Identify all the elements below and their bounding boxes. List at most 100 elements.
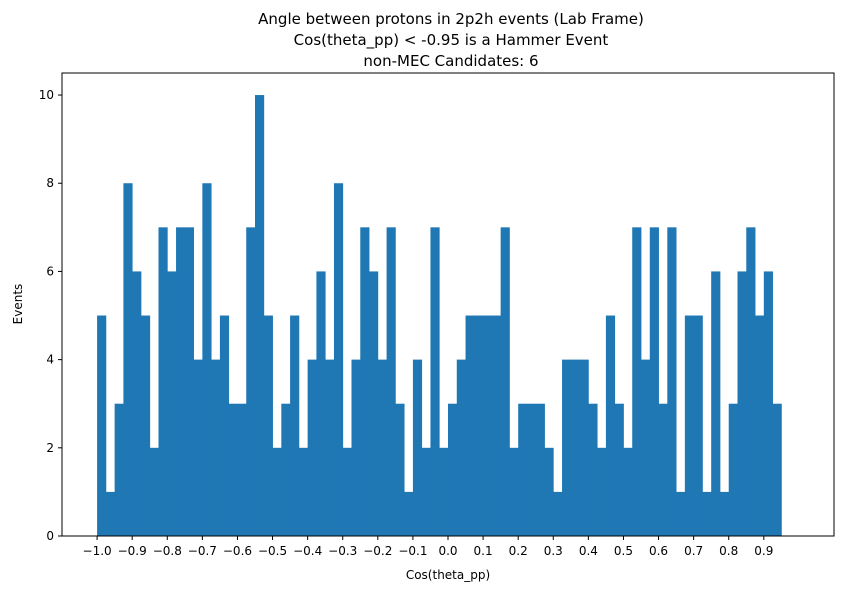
histogram-bar bbox=[184, 227, 194, 537]
histogram-bar bbox=[132, 271, 142, 536]
histogram-bar bbox=[483, 315, 493, 536]
bars bbox=[97, 95, 782, 537]
histogram-bar bbox=[448, 403, 458, 536]
histogram-bar bbox=[167, 271, 177, 536]
histogram-bar bbox=[755, 315, 765, 536]
x-tick-label: −0.7 bbox=[188, 544, 217, 558]
histogram-bar bbox=[377, 359, 387, 536]
x-tick-label: 0.2 bbox=[509, 544, 528, 558]
title-line-2: Cos(theta_pp) < -0.95 is a Hammer Event bbox=[294, 31, 609, 50]
chart-title: Angle between protons in 2p2h events (La… bbox=[258, 10, 644, 70]
histogram-bar bbox=[325, 359, 335, 536]
x-tick-label: −0.8 bbox=[153, 544, 182, 558]
histogram-bar bbox=[605, 315, 616, 536]
histogram-bar bbox=[193, 359, 203, 536]
histogram-bar bbox=[465, 315, 475, 536]
histogram-bar bbox=[439, 447, 449, 536]
histogram-bar bbox=[176, 227, 186, 537]
histogram-bar bbox=[202, 183, 212, 536]
x-tick-label: 0.7 bbox=[684, 544, 703, 558]
histogram-bar bbox=[553, 491, 563, 536]
histogram-bar bbox=[360, 227, 370, 537]
histogram-bar bbox=[263, 315, 273, 536]
histogram-bar bbox=[404, 491, 414, 536]
y-tick-label: 0 bbox=[46, 529, 54, 543]
histogram-bar bbox=[649, 227, 659, 537]
x-tick-label: 0.9 bbox=[754, 544, 773, 558]
histogram-bar bbox=[693, 315, 703, 536]
histogram-bar bbox=[535, 403, 545, 536]
histogram-bar bbox=[562, 359, 572, 536]
histogram-bar bbox=[500, 227, 510, 537]
y-axis-ticks: 0 2 4 6 8 10 bbox=[39, 88, 62, 543]
y-tick-label: 4 bbox=[46, 353, 54, 367]
histogram-bar bbox=[641, 359, 651, 536]
histogram-bar bbox=[623, 447, 633, 536]
title-line-1: Angle between protons in 2p2h events (La… bbox=[258, 10, 644, 28]
x-tick-label: −0.9 bbox=[118, 544, 147, 558]
histogram-bar bbox=[474, 315, 484, 536]
x-tick-label: 0.4 bbox=[579, 544, 598, 558]
histogram-bar bbox=[105, 491, 116, 536]
histogram-bar bbox=[97, 315, 107, 536]
histogram-bar bbox=[658, 403, 668, 536]
histogram-bar bbox=[342, 447, 352, 536]
histogram-bar bbox=[597, 447, 607, 536]
x-tick-label: −0.3 bbox=[328, 544, 357, 558]
histogram-bar bbox=[290, 315, 300, 536]
y-tick-label: 10 bbox=[39, 88, 54, 102]
x-tick-label: 0.5 bbox=[614, 544, 633, 558]
histogram-bar bbox=[491, 315, 502, 536]
histogram-bar bbox=[237, 403, 247, 536]
histogram-bar bbox=[509, 447, 519, 536]
histogram-bar bbox=[719, 491, 730, 536]
histogram-bar bbox=[211, 359, 221, 536]
x-axis-label: Cos(theta_pp) bbox=[406, 568, 490, 582]
histogram-bar bbox=[728, 403, 738, 536]
histogram-bar bbox=[351, 359, 361, 536]
histogram-bar bbox=[456, 359, 466, 536]
x-tick-label: 0.0 bbox=[438, 544, 457, 558]
histogram-bar bbox=[158, 227, 168, 537]
histogram-bar bbox=[667, 227, 677, 537]
title-line-3: non-MEC Candidates: 6 bbox=[363, 52, 538, 70]
histogram-bar bbox=[588, 403, 598, 536]
histogram-bar bbox=[684, 315, 695, 536]
histogram-bar bbox=[412, 359, 423, 536]
histogram-bar bbox=[369, 271, 379, 536]
histogram-bar bbox=[570, 359, 580, 536]
histogram-bar bbox=[333, 183, 344, 536]
histogram-bar bbox=[614, 403, 624, 536]
histogram-bar bbox=[518, 403, 528, 536]
histogram-bar bbox=[228, 403, 238, 536]
histogram-bar bbox=[702, 491, 712, 536]
histogram-bar bbox=[281, 403, 291, 536]
histogram-bar bbox=[676, 491, 686, 536]
x-tick-label: −0.1 bbox=[398, 544, 427, 558]
histogram-bar bbox=[711, 271, 721, 536]
histogram-bar bbox=[746, 227, 756, 537]
histogram-bar bbox=[298, 447, 309, 536]
histogram-bar bbox=[632, 227, 642, 537]
x-tick-label: −0.6 bbox=[223, 544, 252, 558]
histogram-bar bbox=[395, 403, 405, 536]
x-tick-label: 0.3 bbox=[544, 544, 563, 558]
histogram-bar bbox=[219, 315, 230, 536]
histogram-bar bbox=[123, 183, 133, 536]
histogram-bar bbox=[737, 271, 747, 536]
x-tick-label: −0.2 bbox=[363, 544, 392, 558]
y-tick-label: 2 bbox=[46, 441, 54, 455]
histogram-bar bbox=[526, 403, 537, 536]
y-tick-label: 6 bbox=[46, 264, 54, 278]
histogram-bar bbox=[255, 95, 265, 537]
histogram-bar bbox=[763, 271, 773, 536]
histogram-bar bbox=[386, 227, 396, 537]
histogram-bar bbox=[316, 271, 326, 536]
histogram-bar bbox=[544, 447, 554, 536]
histogram-bar bbox=[272, 447, 282, 536]
histogram-bar bbox=[421, 447, 431, 536]
histogram-bar bbox=[246, 227, 256, 537]
y-tick-label: 8 bbox=[46, 176, 54, 190]
histogram-bar bbox=[307, 359, 317, 536]
